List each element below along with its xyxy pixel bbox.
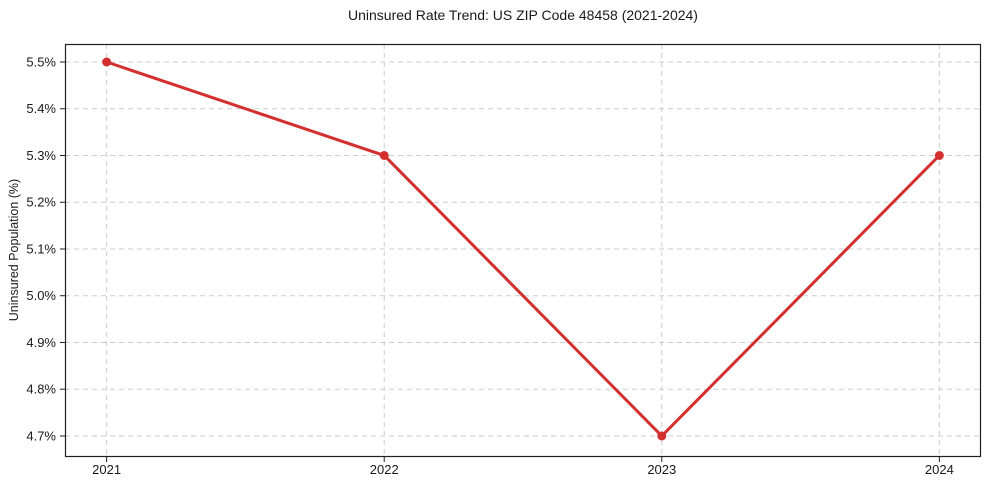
y-tick-label: 5.0% <box>26 288 56 303</box>
x-tick-label: 2021 <box>92 462 121 477</box>
x-tick-label: 2024 <box>925 462 954 477</box>
y-tick-label: 4.7% <box>26 428 56 443</box>
y-tick-label: 5.1% <box>26 241 56 256</box>
y-tick-label: 5.5% <box>26 54 56 69</box>
trend-line <box>105 60 941 438</box>
y-tick-label: 5.2% <box>26 195 56 210</box>
y-tick-label: 5.3% <box>26 148 56 163</box>
data-point-marker <box>379 150 389 160</box>
x-tick-label: 2022 <box>370 462 399 477</box>
plot-border <box>64 43 982 458</box>
data-point-marker <box>657 431 667 441</box>
y-tick-label: 5.4% <box>26 101 56 116</box>
y-tick-label: 4.9% <box>26 335 56 350</box>
y-axis-label: Uninsured Population (%) <box>7 178 21 322</box>
x-tick-label: 2023 <box>647 462 676 477</box>
chart-title: Uninsured Rate Trend: US ZIP Code 48458 … <box>348 7 698 23</box>
data-point-marker <box>934 150 944 160</box>
y-tick-label: 4.8% <box>26 382 56 397</box>
data-point-marker <box>102 57 112 67</box>
